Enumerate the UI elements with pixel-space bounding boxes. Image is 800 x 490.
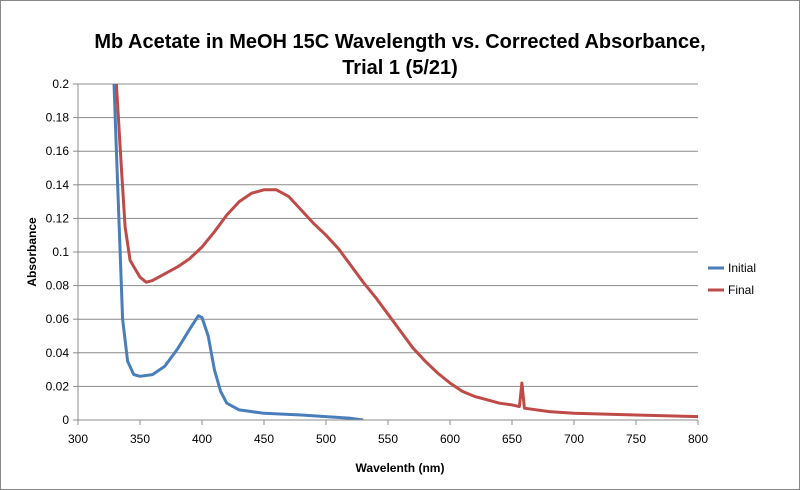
y-axis-label: Absorbance bbox=[25, 217, 39, 287]
series-line-final bbox=[114, 84, 698, 419]
y-tick-label: 0.08 bbox=[46, 279, 70, 293]
y-tick-label: 0.14 bbox=[46, 178, 70, 192]
x-tick-label: 800 bbox=[688, 432, 708, 446]
y-tick-label: 0.04 bbox=[46, 346, 70, 360]
x-tick-label: 400 bbox=[192, 432, 212, 446]
y-tick-label: 0.1 bbox=[52, 245, 69, 259]
y-tick-label: 0.16 bbox=[46, 144, 70, 158]
x-axis-label: Wavelenth (nm) bbox=[356, 461, 445, 475]
series-line-initial bbox=[112, 84, 364, 420]
y-tick-label: 0.2 bbox=[52, 77, 69, 91]
x-tick-label: 600 bbox=[440, 432, 460, 446]
legend-label: Final bbox=[728, 283, 754, 297]
x-tick-label: 300 bbox=[68, 432, 88, 446]
x-tick-label: 500 bbox=[316, 432, 336, 446]
y-tick-label: 0.02 bbox=[46, 379, 70, 393]
chart-title-line-1: Mb Acetate in MeOH 15C Wavelength vs. Co… bbox=[94, 31, 705, 53]
x-tick-label: 550 bbox=[378, 432, 398, 446]
legend: Initial Final bbox=[708, 261, 756, 297]
x-tick-label: 750 bbox=[626, 432, 646, 446]
y-tick-label: 0.06 bbox=[46, 312, 70, 326]
y-tick-label: 0.12 bbox=[46, 211, 70, 225]
y-tick-label: 0 bbox=[62, 413, 69, 427]
y-tick-label: 0.18 bbox=[46, 111, 70, 125]
x-tick-label: 450 bbox=[254, 432, 274, 446]
chart-title-line-2: Trial 1 (5/21) bbox=[342, 57, 458, 79]
x-tick-label: 350 bbox=[130, 432, 150, 446]
x-tick-label: 650 bbox=[502, 432, 522, 446]
x-tick-label: 700 bbox=[564, 432, 584, 446]
legend-label: Initial bbox=[728, 261, 756, 275]
